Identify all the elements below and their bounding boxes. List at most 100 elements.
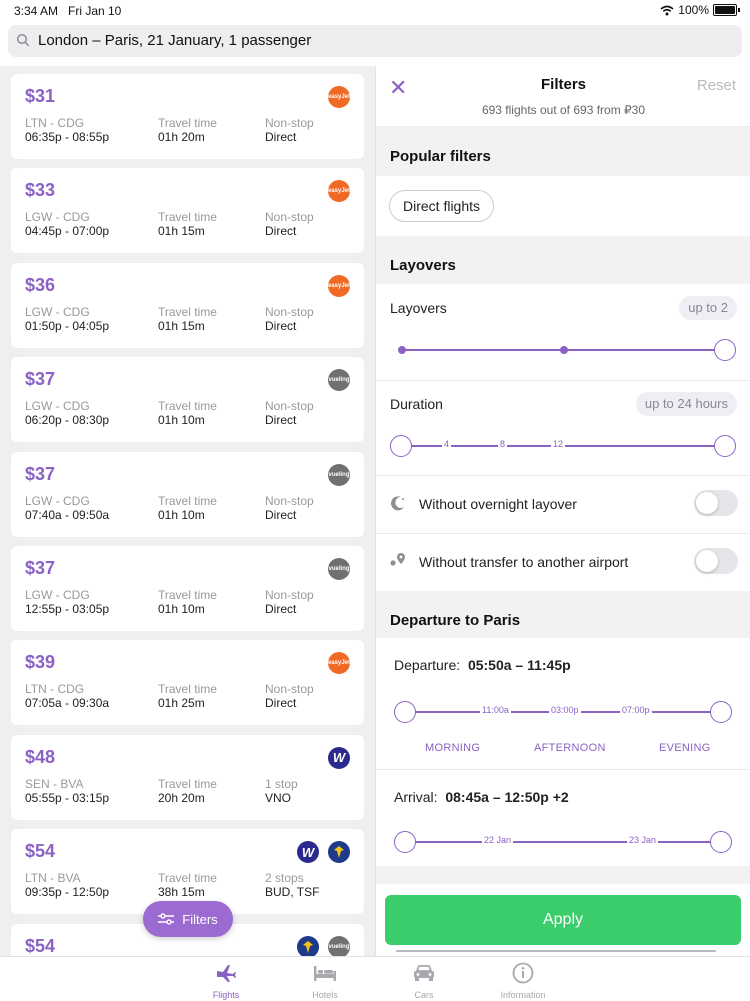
flight-card[interactable]: $31 LTN - CDG 06:35p - 08:55p Travel time 01… bbox=[11, 74, 364, 159]
flight-card[interactable]: $36 LGW - CDG 01:50p - 04:05p Travel time 01… bbox=[11, 262, 364, 348]
filters-panel: ✕ Filters Reset 693 flights out of 693 f… bbox=[375, 66, 750, 956]
flight-price: $37 bbox=[25, 369, 56, 390]
status-time: 3:34 AM bbox=[14, 4, 59, 18]
layovers-heading: Layovers bbox=[390, 257, 456, 274]
filters-fab-button[interactable]: Filters bbox=[143, 901, 233, 937]
direct-flights-chip[interactable]: Direct flights bbox=[389, 190, 495, 222]
flight-card[interactable]: $39 LTN - CDG 07:05a - 09:30a Travel time 01… bbox=[11, 640, 364, 726]
flight-times: 07:40a - 09:50a bbox=[25, 507, 110, 522]
flight-times: 12:55p - 03:05p bbox=[25, 602, 110, 616]
departure-heading: Departure to Paris bbox=[390, 612, 521, 629]
transfer-toggle[interactable] bbox=[694, 548, 738, 574]
easyjet-logo: easyJet bbox=[328, 86, 350, 108]
arrival-max-handle[interactable] bbox=[710, 831, 732, 853]
travel-time-value: 01h 20m bbox=[158, 130, 205, 144]
divider bbox=[376, 533, 750, 534]
apply-button[interactable]: Apply bbox=[385, 895, 741, 945]
overnight-label: Without overnight layover bbox=[419, 496, 577, 512]
battery-icon bbox=[713, 4, 737, 16]
stops-value: Direct bbox=[265, 318, 297, 333]
vueling-logo: vueling bbox=[328, 463, 350, 486]
stops-label: Non-stop bbox=[265, 493, 314, 508]
duration-tick: 8 bbox=[498, 439, 508, 449]
divider bbox=[376, 380, 750, 381]
layovers-stop-1[interactable] bbox=[560, 346, 568, 354]
popular-filters-block: Direct flights bbox=[376, 176, 750, 236]
flight-list: $31 LTN - CDG 06:35p - 08:55p Travel time 01… bbox=[0, 66, 375, 956]
layovers-stop-0[interactable] bbox=[398, 346, 406, 354]
flight-price: $36 bbox=[25, 274, 56, 295]
travel-time-label: Travel time bbox=[158, 210, 217, 225]
travel-time-label: Travel time bbox=[158, 871, 217, 886]
flight-card[interactable]: $54 LTN - BVA 09:35p - 12:50p Travel time 38… bbox=[11, 829, 364, 915]
flight-route: LGW - CDG bbox=[25, 493, 90, 508]
wizz-logo: W bbox=[297, 841, 319, 864]
flight-times: 09:35p - 12:50p bbox=[25, 885, 110, 900]
layovers-slider-handle[interactable] bbox=[714, 339, 736, 361]
stops-label: Non-stop bbox=[265, 682, 314, 697]
flight-price: $37 bbox=[25, 558, 56, 578]
search-query: London – Paris, 21 January, 1 passenger bbox=[38, 32, 312, 49]
flight-card[interactable]: $37 LGW - CDG 12:55p - 03:05p Travel time 01… bbox=[11, 546, 364, 631]
flight-card[interactable]: $37 LGW - CDG 07:40a - 09:50a Travel time 01… bbox=[11, 451, 364, 537]
travel-time-label: Travel time bbox=[158, 776, 217, 791]
duration-min-handle[interactable] bbox=[390, 435, 412, 457]
stops-value: VNO bbox=[265, 790, 292, 805]
flight-price: $33 bbox=[25, 180, 56, 201]
arrival-min-handle[interactable] bbox=[394, 831, 416, 853]
filters-subtitle: 693 flights out of 693 from ₽30 bbox=[481, 103, 646, 117]
close-icon[interactable]: ✕ bbox=[389, 75, 408, 100]
flight-price: $54 bbox=[25, 841, 56, 862]
departure-max-handle[interactable] bbox=[710, 701, 732, 723]
status-date: Fri Jan 10 bbox=[68, 4, 122, 18]
reset-button[interactable]: Reset bbox=[696, 77, 736, 94]
duration-max-handle[interactable] bbox=[714, 435, 736, 457]
overnight-toggle[interactable] bbox=[694, 490, 738, 516]
tab-hotels[interactable]: Hotels bbox=[280, 960, 370, 1000]
status-bar: 3:34 AM Fri Jan 10 100% bbox=[0, 0, 750, 22]
car-icon bbox=[379, 960, 469, 986]
wifi-icon bbox=[660, 5, 674, 15]
duration-tick: 12 bbox=[551, 439, 566, 449]
period-afternoon[interactable]: AFTERNOON bbox=[534, 742, 606, 754]
flight-route: SEN - BVA bbox=[25, 776, 84, 791]
tab-flights[interactable]: Flights bbox=[181, 960, 271, 1000]
arrival-value: 08:45a – 12:50p +2 bbox=[445, 789, 569, 805]
travel-time-value: 01h 10m bbox=[158, 413, 205, 428]
stops-value: Direct bbox=[265, 602, 297, 616]
vueling-logo: vueling bbox=[328, 558, 350, 580]
easyjet-logo: easyJet bbox=[328, 180, 350, 203]
departure-label: Departure: 05:50a – 11:45p bbox=[394, 657, 571, 673]
departure-tick: 11:00a bbox=[480, 705, 511, 715]
departure-min-handle[interactable] bbox=[394, 701, 416, 723]
flight-card[interactable]: $37 LGW - CDG 06:20p - 08:30p Travel time 01… bbox=[11, 357, 364, 443]
popular-filters-heading: Popular filters bbox=[390, 148, 491, 165]
flight-price: $37 bbox=[25, 463, 56, 484]
search-bar[interactable]: London – Paris, 21 January, 1 passenger bbox=[8, 25, 742, 57]
duration-tick: 4 bbox=[442, 439, 452, 449]
tab-information[interactable]: Information bbox=[478, 960, 568, 1000]
layovers-label: Layovers bbox=[390, 300, 447, 316]
flight-times: 07:05a - 09:30a bbox=[25, 696, 110, 711]
tab-cars[interactable]: Cars bbox=[379, 960, 469, 1000]
stops-label: Non-stop bbox=[265, 399, 314, 414]
flight-route: LTN - BVA bbox=[25, 871, 81, 886]
flight-card[interactable]: $48 SEN - BVA 05:55p - 03:15p Travel time 20… bbox=[11, 734, 364, 820]
layovers-value-badge: up to 2 bbox=[679, 296, 737, 320]
flight-price: $31 bbox=[25, 86, 56, 106]
flight-route: LGW - CDG bbox=[25, 304, 90, 319]
period-evening[interactable]: EVENING bbox=[659, 742, 711, 754]
divider bbox=[376, 475, 750, 476]
stops-value: Direct bbox=[265, 224, 297, 239]
flight-card[interactable]: $33 LGW - CDG 04:45p - 07:00p Travel time 01… bbox=[11, 168, 364, 254]
travel-time-value: 01h 15m bbox=[158, 224, 205, 239]
wizz-logo: W bbox=[328, 746, 350, 769]
period-morning[interactable]: MORNING bbox=[425, 742, 481, 754]
tab-label: Cars bbox=[414, 990, 434, 1000]
tab-label: Information bbox=[500, 990, 546, 1000]
stops-value: Direct bbox=[265, 413, 297, 428]
flight-route: LGW - CDG bbox=[25, 588, 90, 602]
tab-label: Hotels bbox=[312, 990, 338, 1000]
divider bbox=[376, 769, 750, 770]
travel-time-label: Travel time bbox=[158, 682, 217, 697]
